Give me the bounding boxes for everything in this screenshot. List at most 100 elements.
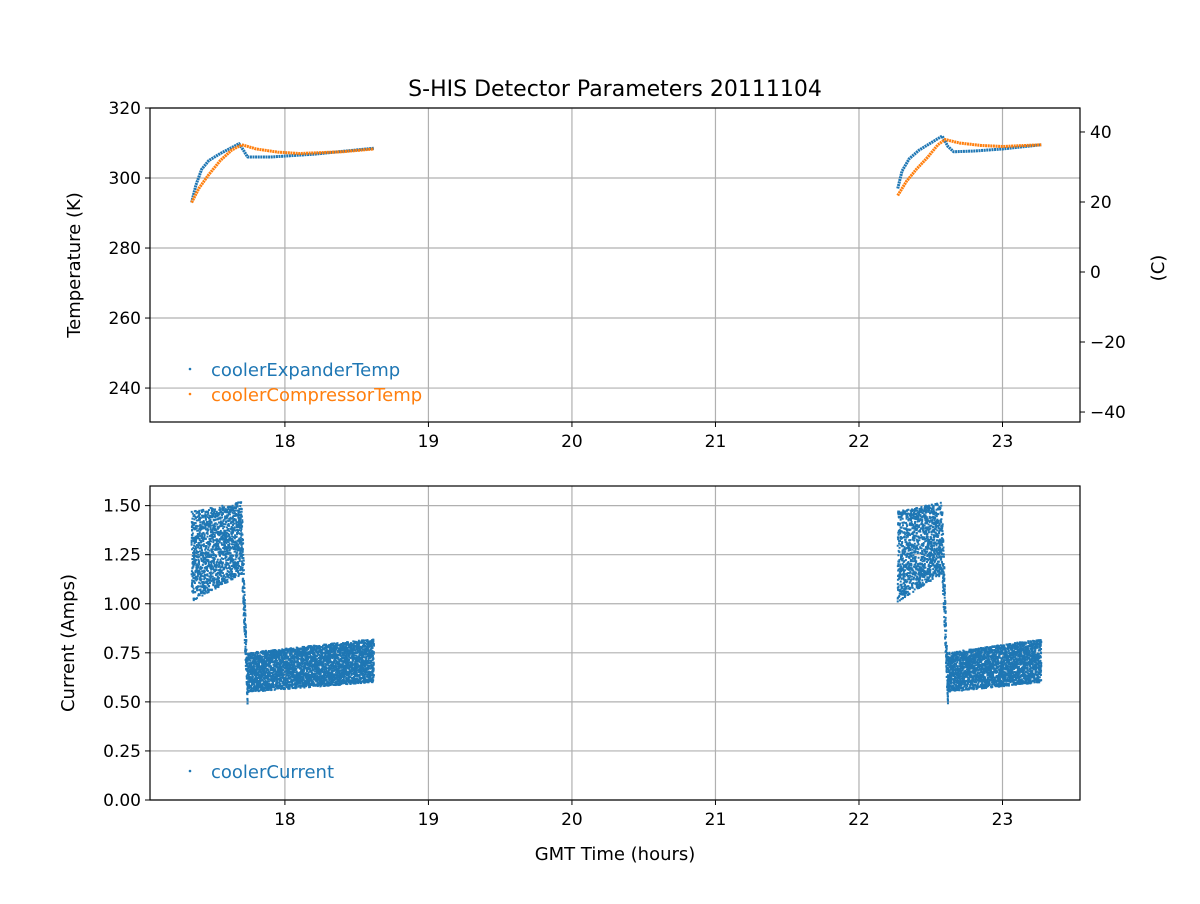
data-point xyxy=(226,516,228,518)
data-point xyxy=(347,641,349,643)
data-point xyxy=(219,513,221,515)
data-point xyxy=(231,568,233,570)
data-point xyxy=(201,570,203,572)
data-point xyxy=(235,510,237,512)
data-point xyxy=(204,526,206,528)
data-point xyxy=(225,576,227,578)
data-point xyxy=(240,501,242,503)
data-point xyxy=(205,538,207,540)
data-point xyxy=(334,650,336,652)
data-point xyxy=(252,676,254,678)
data-point xyxy=(197,554,199,556)
y-tick-label: 300 xyxy=(109,169,141,189)
data-point xyxy=(203,545,205,547)
x-tick-label: 23 xyxy=(992,432,1014,452)
data-point xyxy=(221,583,223,585)
y-tick-label: 0.50 xyxy=(103,693,141,713)
data-point xyxy=(206,575,208,577)
data-point xyxy=(206,516,208,518)
data-point xyxy=(241,525,243,527)
data-point xyxy=(222,513,224,515)
y-right-tick-label: 20 xyxy=(1090,193,1112,213)
data-point xyxy=(222,558,224,560)
data-point xyxy=(245,624,247,626)
data-point xyxy=(207,533,209,535)
data-point xyxy=(242,578,244,580)
data-point xyxy=(210,540,212,542)
data-point xyxy=(207,536,209,538)
data-point xyxy=(244,619,246,621)
data-point xyxy=(212,548,214,550)
data-point xyxy=(224,530,226,532)
data-point xyxy=(205,562,207,564)
data-point xyxy=(282,681,284,683)
data-point xyxy=(212,551,214,553)
data-point xyxy=(194,574,196,576)
data-point xyxy=(194,582,196,584)
data-point xyxy=(193,588,195,590)
data-point xyxy=(245,643,247,645)
data-point xyxy=(230,552,232,554)
data-point xyxy=(226,579,228,581)
data-point xyxy=(211,589,213,591)
data-point xyxy=(346,683,348,685)
data-point xyxy=(227,528,229,530)
data-point xyxy=(224,578,226,580)
data-point xyxy=(308,671,310,673)
data-point xyxy=(194,591,196,593)
y-right-tick-label: 0 xyxy=(1090,263,1101,283)
y-tick-label: 1.25 xyxy=(103,546,141,566)
data-point xyxy=(242,557,244,559)
data-point xyxy=(200,547,202,549)
data-point xyxy=(210,577,212,579)
data-point xyxy=(278,681,280,683)
data-point xyxy=(284,673,286,675)
data-point xyxy=(236,555,238,557)
data-point xyxy=(232,559,234,561)
data-point xyxy=(237,506,239,508)
data-point xyxy=(191,582,193,584)
data-point xyxy=(201,575,203,577)
data-point xyxy=(200,541,202,543)
data-point xyxy=(192,592,194,594)
data-point xyxy=(242,539,244,541)
data-point xyxy=(204,577,206,579)
data-point xyxy=(216,523,218,525)
data-point xyxy=(215,518,217,520)
data-point xyxy=(197,586,199,588)
data-point xyxy=(204,570,206,572)
data-point xyxy=(192,522,194,524)
data-point xyxy=(228,541,230,543)
data-point xyxy=(229,543,231,545)
data-point xyxy=(204,592,206,594)
legend-label-coolerCompressorTemp: coolerCompressorTemp xyxy=(211,385,422,406)
data-point xyxy=(221,575,223,577)
y-tick-label: 0.75 xyxy=(103,644,141,664)
data-point xyxy=(210,527,212,529)
data-point xyxy=(237,563,239,565)
y-tick-label: 260 xyxy=(109,309,141,329)
y-right-tick-label: −20 xyxy=(1090,333,1126,353)
data-point xyxy=(330,651,332,653)
data-point xyxy=(245,649,247,651)
data-point xyxy=(209,582,211,584)
y-tick-label: 320 xyxy=(109,99,141,119)
data-point xyxy=(239,505,241,507)
data-point xyxy=(254,654,256,656)
data-point xyxy=(264,690,266,692)
data-point xyxy=(331,647,333,649)
data-point xyxy=(246,693,248,695)
data-point xyxy=(242,542,244,544)
data-point xyxy=(209,519,211,521)
x-tick-label: 18 xyxy=(274,432,296,452)
data-point xyxy=(319,646,321,648)
data-point xyxy=(303,670,305,672)
data-point xyxy=(245,615,247,617)
data-point xyxy=(195,540,197,542)
data-point xyxy=(208,550,210,552)
data-point xyxy=(199,550,201,552)
data-point xyxy=(213,562,215,564)
data-point xyxy=(198,567,200,569)
data-point xyxy=(245,626,247,628)
